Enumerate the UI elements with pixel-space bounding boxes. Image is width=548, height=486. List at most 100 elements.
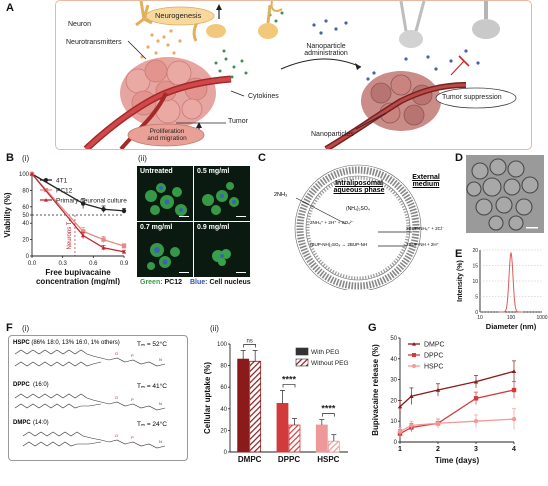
lipid-name-hspc: HSPC (13, 340, 30, 346)
legend-swatch (295, 358, 309, 367)
legend-marker (44, 178, 48, 182)
subpanel-label-b-ii: (ii) (138, 154, 147, 163)
y-axis-label: Viability (%) (3, 192, 12, 238)
y-tick-label: 5 (475, 295, 478, 301)
significance-bracket (243, 344, 257, 348)
x-axis-label-line2: concentration (mg/ml) (36, 277, 120, 285)
svg-text:N: N (159, 357, 162, 362)
significance-label: **** (321, 404, 336, 414)
data-point (511, 416, 517, 422)
label-eq1: 2NH₄⁺ + 2H⁺ + SO₄²⁻ (310, 220, 354, 225)
nanoparticle-dots-a (312, 19, 348, 35)
data-point (473, 396, 479, 401)
tem-image (466, 155, 544, 233)
subpanel-label-f-i: (i) (22, 324, 30, 333)
neurotransmitter-dots (140, 29, 182, 61)
data-point (409, 423, 414, 428)
y-tick-label: 50 (390, 336, 397, 342)
legend-label: Primary neuronal culture (56, 198, 127, 205)
significance-label: **** (282, 374, 297, 384)
bar-HSPC-1 (327, 440, 340, 453)
legend-label: Without PEG (311, 360, 349, 367)
nanoparticle-dots-b (366, 49, 480, 81)
data-point (29, 171, 35, 176)
caption-blue: Blue: (189, 279, 208, 286)
label-neurogenesis: Neurogenesis (155, 11, 202, 20)
legend-marker (412, 353, 416, 357)
cellular-uptake-chart: 0 20 40 60 80 100 DMPC ns DPPC **** HSPC **** With P… (203, 338, 349, 464)
tile-label-0-7: 0.7 mg/ml (140, 224, 173, 231)
category-label: DMPC (238, 455, 262, 464)
subpanel-label-f-ii: (ii) (210, 324, 219, 333)
svg-text:O: O (115, 433, 118, 438)
y-tick-label: 0 (394, 440, 398, 446)
label-eq4: 2BUP-NH + 2H⁺ (406, 242, 440, 247)
proliferation-bubble (127, 123, 205, 147)
data-point (397, 404, 403, 409)
y-tick-label: 20 (390, 398, 397, 404)
caption-blue-target: Cell nucleus (209, 279, 251, 286)
x-tick-label: 0.0 (28, 261, 37, 267)
lipid-skeletal-drawings: O P O P O P N N N (14, 349, 166, 449)
legend-label: 4T1 (56, 178, 68, 185)
bar-DMPC-1 (249, 360, 262, 453)
data-point (397, 429, 403, 434)
y-tick-label: 100 (19, 172, 30, 178)
bar-DMPC-0 (237, 358, 250, 453)
data-point (511, 369, 517, 374)
y-tick-label: 60 (220, 385, 227, 391)
series-line-2 (31, 173, 125, 253)
tile-label-untreated: Untreated (140, 168, 173, 175)
microscopy-caption: Green: PC12 Blue: Cell nucleus (140, 279, 251, 286)
x-tick-label: 2 (436, 446, 440, 453)
x-tick-label: 0.3 (58, 261, 67, 267)
y-tick-label: 80 (220, 364, 227, 370)
series-line-DPPC (399, 389, 515, 435)
lipid-tm-hspc: Tₘ = 52°C (137, 341, 167, 348)
label-intraliposomal: Intraliposomal aqueous phase (333, 180, 385, 194)
label-nh42so4: (NH₄)₂SO₄ (346, 206, 370, 212)
panel-label-g: G (368, 322, 377, 334)
data-point (473, 379, 479, 384)
tumor-suppression-bubble (435, 87, 517, 109)
y-tick-label: 80 (22, 188, 29, 194)
panel-label-d: D (455, 152, 463, 164)
label-neurotransmitters: Neurotransmitters (66, 39, 122, 46)
svg-text:O: O (115, 395, 118, 400)
label-neuron: Neuron (68, 21, 91, 28)
y-axis-label: Bupivacaine release (%) (371, 344, 380, 436)
panel-label-a: A (6, 2, 14, 14)
y-tick-label: 10 (472, 279, 478, 285)
label-proliferation: Proliferation and migration (147, 128, 187, 142)
neuron-left-illustration (135, 0, 226, 42)
legend-label: PC12 (56, 188, 73, 195)
viability-chart: 0 20 40 50 60 80 100 0.0 0.3 0.6 0.9 Neurons T₅₀ 4T1… (3, 171, 129, 285)
legend-label: DPPC (424, 353, 443, 360)
legend-marker (412, 364, 416, 368)
y-tick-label: 100 (217, 342, 228, 348)
category-label: HSPC (317, 455, 339, 464)
y-tick-label: 0 (224, 450, 228, 456)
y-tick-label: 20 (220, 428, 227, 434)
admin-arrow (280, 58, 362, 70)
data-point (511, 387, 517, 393)
x-tick-label: 0.6 (89, 261, 98, 267)
neurogenesis-bubble (145, 6, 215, 26)
y-tick-label: 40 (390, 357, 397, 363)
distribution-curve (498, 251, 524, 313)
series-line-0 (31, 173, 125, 212)
data-point (121, 243, 127, 249)
panel-label-b: B (6, 152, 14, 164)
label-tumor-suppression: Tumor suppression (442, 94, 502, 101)
y-tick-label: 60 (22, 205, 29, 211)
y-tick-label: 30 (390, 378, 397, 384)
svg-text:N: N (159, 439, 162, 444)
y-tick-label: 20 (22, 238, 29, 244)
category-label: DPPC (278, 455, 300, 464)
data-point (121, 249, 127, 254)
label-tumor: Tumor (228, 118, 248, 125)
x-axis-label: Time (days) (435, 456, 480, 465)
tile-label-0-5: 0.5 mg/ml (197, 168, 230, 175)
tile-label-0-9: 0.9 mg/ml (197, 224, 230, 231)
lipid-tm-dppc: Tₘ = 41°C (137, 383, 167, 390)
